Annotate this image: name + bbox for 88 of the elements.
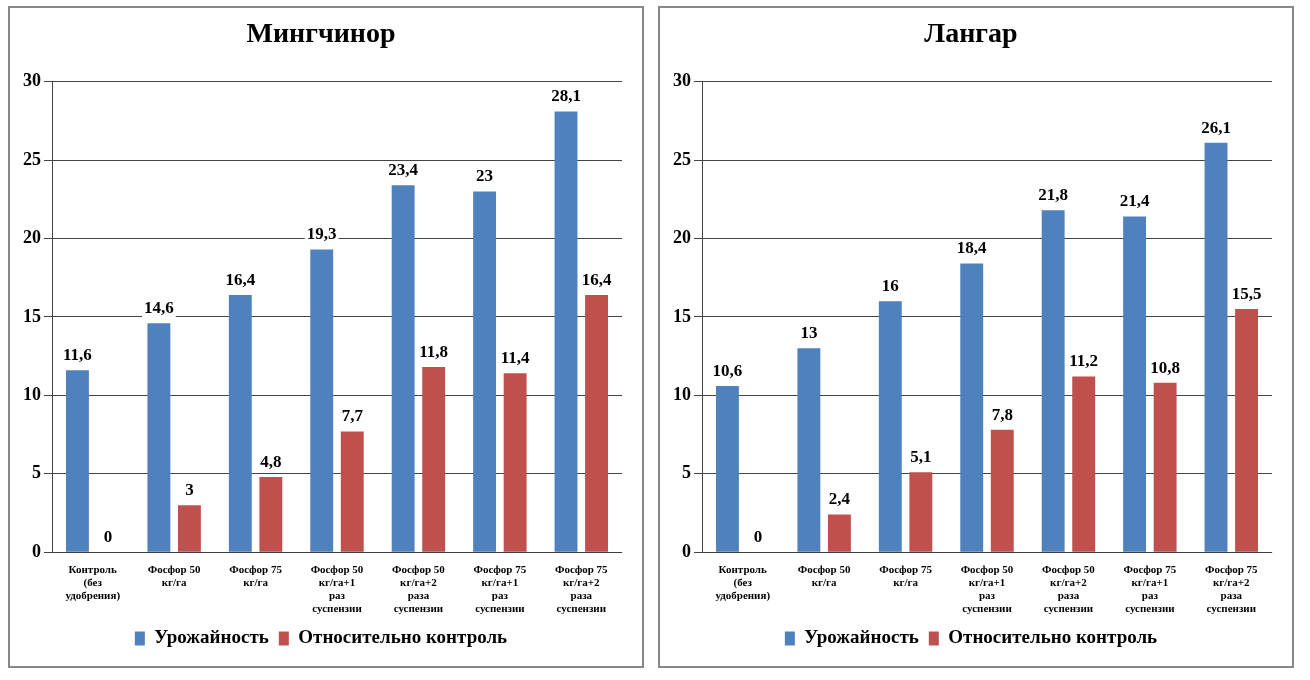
legend-label: Относительно контроль <box>948 626 1158 648</box>
y-tick-label: 25 <box>673 148 691 169</box>
data-label: 4,8 <box>260 451 282 471</box>
y-tick-label: 25 <box>23 148 41 169</box>
bar <box>391 185 415 552</box>
data-label: 14,6 <box>144 298 174 318</box>
x-tick-label: Фосфор 50 кг/га <box>147 562 201 588</box>
bar <box>177 505 201 552</box>
bar <box>473 191 497 552</box>
bar <box>422 367 446 552</box>
data-label: 16,4 <box>581 269 612 289</box>
y-tick-label: 5 <box>32 462 41 483</box>
legend-label: Урожайность <box>154 626 269 648</box>
y-tick-label: 20 <box>673 227 691 248</box>
bar <box>259 476 283 552</box>
y-tick-label: 30 <box>673 70 691 91</box>
y-tick-label: 5 <box>682 462 691 483</box>
bar <box>960 263 984 552</box>
data-label: 21,8 <box>1038 185 1069 205</box>
x-tick-label: Фосфор 75 кг/га <box>879 562 933 588</box>
x-tick-label: Фосфор 75 кг/га+1 раз суспензии <box>1123 562 1177 615</box>
x-tick-label: Контроль (без удобрения) <box>65 562 121 603</box>
x-tick-label: Фосфор 50 кг/га+2 раза суспензии <box>392 562 446 615</box>
bar <box>1235 309 1258 552</box>
legend-label: Относительно контроль <box>298 626 508 648</box>
data-label: 3 <box>185 480 194 500</box>
data-label: 23,4 <box>388 160 419 180</box>
data-label: 21,4 <box>1119 191 1150 211</box>
data-label: 5,1 <box>910 447 932 467</box>
data-label: 7,8 <box>991 404 1013 424</box>
data-label: 11,4 <box>500 348 531 368</box>
bar <box>878 301 902 552</box>
data-label: 16 <box>881 276 899 296</box>
y-tick-label: 15 <box>23 305 41 326</box>
bar <box>340 431 364 552</box>
x-tick-label: Фосфор 75 кг/га+2 раза суспензии <box>1204 562 1259 615</box>
y-tick-label: 30 <box>23 70 41 91</box>
bar <box>909 472 933 552</box>
bar <box>228 294 252 552</box>
data-label: 7,7 <box>341 406 364 426</box>
bar <box>147 323 171 552</box>
bar <box>990 429 1014 552</box>
bar <box>1153 382 1177 552</box>
y-tick-label: 0 <box>682 540 691 561</box>
y-tick-label: 10 <box>673 383 691 404</box>
bar <box>503 373 527 552</box>
bar <box>827 514 851 552</box>
data-label: 10,6 <box>712 360 743 380</box>
x-tick-label: Фосфор 75 кг/га+1 раз суспензии <box>473 562 527 615</box>
bar <box>554 111 578 552</box>
bar <box>585 294 608 552</box>
data-label: 11,2 <box>1069 351 1099 371</box>
y-tick-label: 20 <box>23 227 41 248</box>
data-label: 0 <box>103 527 113 547</box>
x-tick-label: Фосфор 75 кг/га <box>229 562 283 588</box>
data-label: 13 <box>800 323 818 343</box>
x-tick-label: Фосфор 75 кг/га+2 раза суспензии <box>554 562 609 615</box>
x-tick-label: Контроль (без удобрения) <box>715 562 771 603</box>
x-tick-label: Фосфор 50 кг/га+1 раз суспензии <box>960 562 1014 615</box>
data-label: 11,8 <box>419 341 449 361</box>
data-label: 2,4 <box>828 489 851 509</box>
y-tick-label: 0 <box>32 540 41 561</box>
data-label: 28,1 <box>551 86 581 106</box>
bar <box>310 249 334 552</box>
y-tick-label: 10 <box>23 383 41 404</box>
bar <box>797 348 821 552</box>
data-label: 23 <box>476 166 494 186</box>
data-label: 11,6 <box>63 345 92 365</box>
data-label: 18,4 <box>956 238 988 258</box>
data-label: 26,1 <box>1201 117 1231 137</box>
legend-label: Урожайность <box>804 626 919 648</box>
bar <box>1204 142 1228 552</box>
bar <box>1041 210 1065 552</box>
y-tick-label: 15 <box>673 305 691 326</box>
data-label: 10,8 <box>1150 357 1180 377</box>
chart-title: Лангар <box>924 17 1018 49</box>
chart-title: Мингчинор <box>246 17 396 49</box>
x-tick-label: Фосфор 50 кг/га+2 раза суспензии <box>1042 562 1096 615</box>
x-tick-label: Фосфор 50 кг/га <box>797 562 851 588</box>
data-label: 0 <box>753 527 763 547</box>
bar <box>66 370 89 552</box>
data-label: 16,4 <box>225 269 256 289</box>
x-tick-label: Фосфор 50 кг/га+1 раз суспензии <box>310 562 364 615</box>
bar <box>1072 376 1096 552</box>
bar <box>1123 216 1147 552</box>
bar <box>716 385 739 552</box>
data-label: 19,3 <box>306 224 337 244</box>
data-label: 15,5 <box>1231 283 1262 303</box>
